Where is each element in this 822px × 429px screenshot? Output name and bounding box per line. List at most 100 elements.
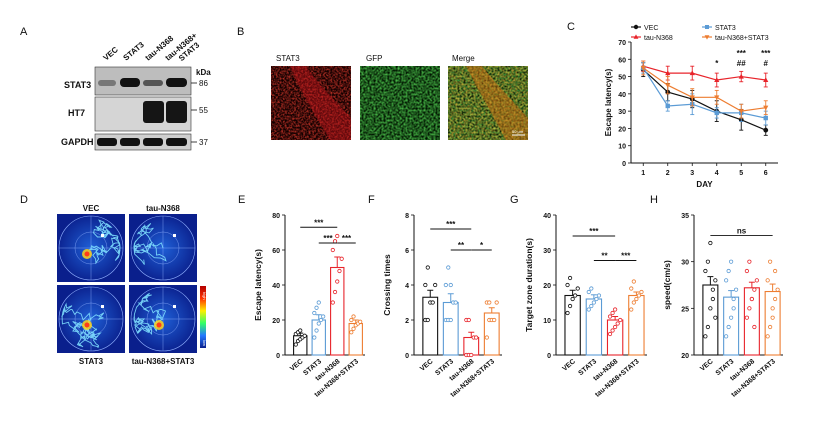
data-point [321,314,326,319]
data-point-tauN368 [738,73,744,79]
y-axis-label: Target zone duration(s) [524,238,534,332]
data-point [425,265,430,270]
data-point [731,306,736,311]
mw-86: 86 [199,79,208,88]
data-point [768,259,773,264]
data-point [754,278,759,283]
data-point [565,310,570,316]
y-tick-label: 40 [272,283,280,290]
data-point [726,324,731,330]
significance-annotation: *** [737,49,747,58]
significance-label: *** [446,220,456,229]
data-point [314,305,319,310]
data-point-vec [763,127,769,133]
bar-stat3 [723,296,740,356]
data-point [636,293,642,298]
data-point [731,296,736,302]
legend-marker [633,24,639,30]
data-point [302,333,307,338]
data-point [708,306,713,311]
panel-d-swim-paths: D VEC tau-N368 STAT3 tau-N368+STAT3 high… [20,194,207,366]
channel-label-merge: Merge [452,54,475,63]
data-point [610,328,615,333]
data-point-tauN368 [689,70,695,76]
data-point [703,268,708,274]
data-point [710,287,715,292]
heat-core [84,322,90,328]
data-point [349,330,354,335]
legend: VEC tau-N368 STAT3 tau-N368+STAT3 [631,24,769,42]
data-point [607,314,613,319]
x-tick-label: 1 [641,170,645,177]
y-tick-label: 50 [618,75,626,82]
data-point [710,296,715,302]
data-point [747,306,752,311]
data-point [639,289,644,295]
x-tick-label: 6 [764,170,768,177]
data-point [423,282,428,288]
significance-label: *** [314,218,324,227]
data-point [596,293,602,298]
band-gapdh-stat3 [120,138,140,146]
swim-track-tau-n368 [129,214,197,282]
data-point [448,317,453,323]
y-tick-label: 20 [618,126,626,133]
image-gfp-channel [360,66,440,140]
colorbar-low-label: low [202,340,207,346]
colorbar-high-label: high [202,292,207,300]
panel-letter-c: C [567,21,575,33]
data-point [634,296,639,302]
data-point [713,278,718,283]
data-point [448,282,453,288]
bar-tauN368 [463,336,480,356]
lane-label-stat3: STAT3 [122,40,147,63]
track-label-tau-n368: tau-N368 [146,204,180,213]
platform-marker [101,234,104,237]
bar-vec [702,284,719,356]
data-point [610,310,615,316]
data-point [567,303,573,309]
swim-path [133,292,167,335]
data-point-stat3 [714,110,719,116]
data-point [631,279,636,284]
data-point [713,315,718,320]
track-label-stat3: STAT3 [79,357,104,366]
blot-label-stat3: STAT3 [64,80,91,90]
x-tick-label: 2 [666,170,670,177]
significance-annotation: # [764,59,769,68]
data-point [724,278,729,283]
significance-label: ** [458,241,465,250]
y-tick-label: 8 [405,213,409,220]
y-tick-label: 30 [681,260,689,267]
series-line-stat3 [642,67,766,119]
data-point [492,317,497,323]
data-point [591,300,596,305]
y-tick-label: 60 [272,248,280,255]
panel-letter-h: H [650,194,658,206]
plot-area: 0 10 20 30 40 50 60 70 1 2 3 4 5 6 DAY Escape latency(s… [604,40,778,189]
data-point-stat3 [763,115,768,121]
x-tick-label: 5 [739,170,743,177]
data-point [312,310,317,316]
band-stat3-vec [98,80,116,86]
y-tick-label: 40 [543,213,551,220]
y-tick-label: 0 [622,161,626,168]
data-point [749,296,754,302]
panel-letter-g: G [510,194,519,206]
data-point [332,289,338,295]
y-tick-label: 2 [405,318,409,325]
platform-marker [173,234,176,237]
data-point [430,300,435,305]
data-point [318,317,324,323]
data-point [314,328,319,333]
data-point [729,259,734,264]
panel-letter-d: D [20,194,28,206]
data-point [453,300,458,305]
y-axis-label: Escape latency(s) [253,249,263,321]
data-point [358,319,363,324]
data-point [330,300,335,305]
data-point [425,317,430,323]
data-point [575,286,580,291]
y-tick-label: 35 [681,213,689,220]
